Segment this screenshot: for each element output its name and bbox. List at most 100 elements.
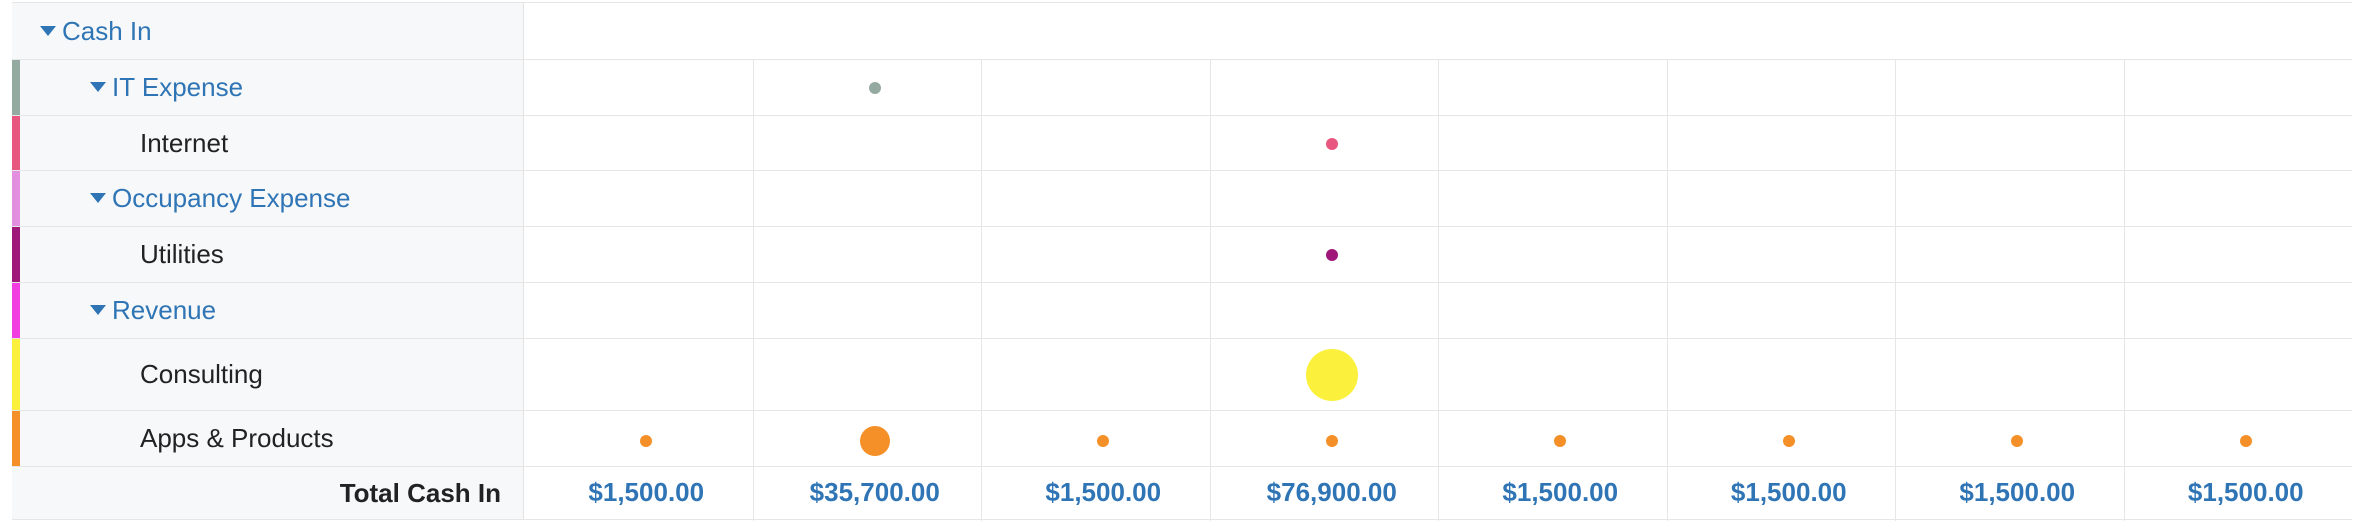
value-dot[interactable] (1325, 249, 1338, 261)
category-color-bar (12, 171, 20, 226)
column-divider (752, 339, 754, 411)
row-label-text: Cash In (62, 15, 152, 46)
column-divider (981, 60, 982, 116)
total-value[interactable]: $35,700.00 (809, 477, 940, 507)
column-divider (2123, 171, 2125, 227)
row-label-cell: Internet (12, 116, 524, 170)
row-label-cell: Utilities (12, 227, 524, 282)
column-divider (1209, 116, 1211, 171)
value-dot[interactable] (1325, 435, 1338, 447)
row-label-text: Consulting (140, 359, 263, 389)
row-label-cell: Total Cash In (12, 467, 524, 519)
column-divider (1895, 227, 1896, 283)
column-divider (981, 171, 982, 227)
column-divider (1438, 283, 1439, 339)
column-divider (981, 227, 982, 283)
value-dot[interactable] (1782, 435, 1795, 447)
value-dot[interactable] (868, 82, 881, 94)
row-label: Consulting (140, 359, 263, 390)
value-dot[interactable] (2239, 435, 2252, 447)
total-value[interactable]: $1,500.00 (2187, 477, 2304, 507)
category-color-bar (12, 116, 20, 170)
column-divider (981, 339, 982, 411)
category-color-bar (12, 227, 20, 282)
column-divider (752, 116, 754, 171)
row-label-text: Utilities (140, 239, 224, 269)
value-dot[interactable] (640, 435, 653, 447)
column-divider (1438, 227, 1439, 283)
column-divider (1438, 171, 1439, 227)
column-divider (1666, 411, 1668, 467)
column-divider (1666, 467, 1668, 521)
group-toggle[interactable]: Occupancy Expense (90, 183, 350, 214)
category-color-bar (12, 411, 20, 466)
total-label: Total Cash In (339, 477, 501, 508)
row-label-text: Occupancy Expense (112, 183, 351, 213)
table-row: Internet (12, 115, 2352, 171)
value-dot[interactable] (2011, 435, 2024, 447)
caret-down-icon[interactable] (40, 25, 56, 36)
row-label-text: Internet (140, 127, 229, 158)
row-label: Utilities (140, 239, 224, 270)
column-divider (1209, 467, 1211, 521)
column-divider (981, 467, 982, 521)
total-value[interactable]: $1,500.00 (588, 477, 705, 507)
column-divider (1209, 339, 1211, 411)
table-row: Revenue (12, 282, 2352, 339)
column-divider (1209, 283, 1211, 339)
row-label-cell: IT Expense (12, 60, 524, 115)
group-toggle[interactable]: Revenue (90, 295, 216, 326)
column-divider (1438, 60, 1439, 116)
table-row: Occupancy Expense (12, 170, 2352, 227)
column-divider (752, 411, 754, 467)
column-divider (1666, 171, 1668, 227)
value-dot[interactable] (1097, 435, 1110, 447)
column-divider (2123, 283, 2125, 339)
column-divider (1438, 339, 1439, 411)
value-dot[interactable] (1325, 137, 1338, 150)
column-divider (1895, 116, 1896, 171)
column-divider (1666, 116, 1668, 171)
column-divider (1895, 60, 1896, 116)
table-row: IT Expense (12, 59, 2352, 116)
total-value[interactable]: $76,900.00 (1266, 477, 1397, 507)
total-value[interactable]: $1,500.00 (1502, 477, 1619, 507)
total-value[interactable]: $1,500.00 (1959, 477, 2076, 507)
total-value[interactable]: $1,500.00 (1045, 477, 1162, 507)
row-label-text: Apps & Products (140, 423, 334, 453)
column-divider (1895, 171, 1896, 227)
value-dot[interactable] (1305, 349, 1358, 401)
group-toggle[interactable]: Cash In (40, 16, 152, 47)
row-label-cell: Apps & Products (12, 411, 524, 466)
column-divider (1209, 171, 1211, 227)
column-divider (1895, 411, 1896, 467)
table-row: Utilities (12, 226, 2352, 283)
row-label: Internet (140, 128, 228, 159)
column-divider (1438, 116, 1439, 171)
row-label-cell: Occupancy Expense (12, 171, 524, 226)
group-toggle[interactable]: IT Expense (90, 72, 243, 103)
column-divider (1438, 467, 1439, 521)
column-divider (1209, 411, 1211, 467)
column-divider (2123, 411, 2125, 467)
row-label-cell: Revenue (12, 283, 524, 338)
column-divider (752, 171, 754, 227)
column-divider (981, 283, 982, 339)
caret-down-icon[interactable] (90, 82, 106, 93)
column-divider (752, 283, 754, 339)
column-divider (752, 227, 754, 283)
column-divider (2123, 60, 2125, 116)
row-label-text: Revenue (112, 295, 217, 325)
total-value[interactable]: $1,500.00 (1730, 477, 1847, 507)
column-divider (1209, 60, 1211, 116)
column-divider (2123, 467, 2125, 521)
value-dot[interactable] (1554, 435, 1567, 447)
column-divider (752, 60, 754, 116)
category-color-bar (12, 339, 20, 410)
row-label-cell: Consulting (12, 339, 524, 410)
category-color-bar (12, 60, 20, 115)
caret-down-icon[interactable] (90, 193, 106, 204)
value-dot[interactable] (859, 426, 890, 456)
caret-down-icon[interactable] (90, 305, 106, 316)
